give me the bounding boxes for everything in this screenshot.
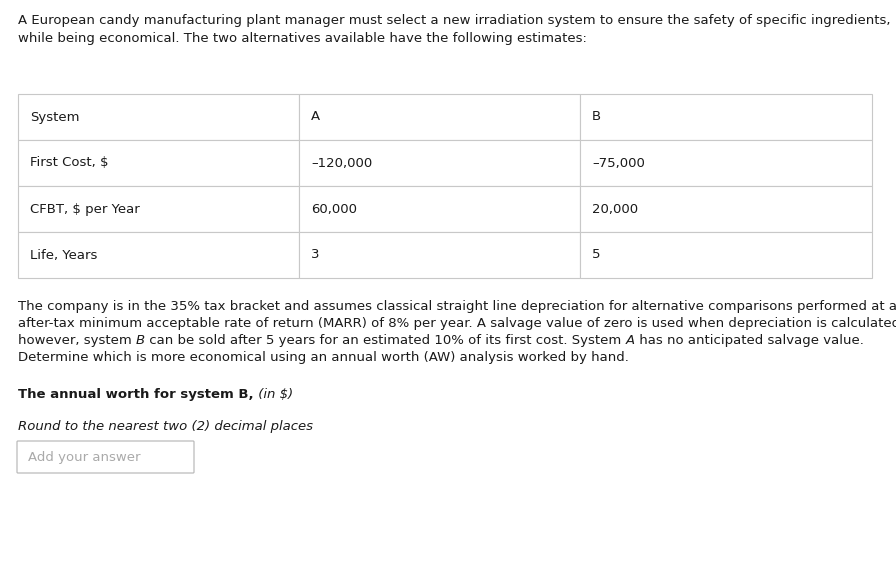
Bar xyxy=(580,186,872,232)
Text: B: B xyxy=(136,334,145,347)
Text: 5: 5 xyxy=(592,248,600,262)
FancyBboxPatch shape xyxy=(17,441,194,473)
Bar xyxy=(18,186,299,232)
Text: CFBT, $ per Year: CFBT, $ per Year xyxy=(30,202,140,216)
Text: –75,000: –75,000 xyxy=(592,157,645,169)
Bar xyxy=(580,140,872,186)
Bar xyxy=(299,94,580,140)
Text: can be sold after 5 years for an estimated 10% of its first cost. System: can be sold after 5 years for an estimat… xyxy=(145,334,625,347)
Text: however, system: however, system xyxy=(18,334,136,347)
Text: B: B xyxy=(592,111,601,124)
Bar xyxy=(299,140,580,186)
Bar xyxy=(18,140,299,186)
Bar xyxy=(299,186,580,232)
Bar xyxy=(18,232,299,278)
Text: 20,000: 20,000 xyxy=(592,202,638,216)
Text: Life, Years: Life, Years xyxy=(30,248,98,262)
Text: (in $): (in $) xyxy=(254,388,293,401)
Text: First Cost, $: First Cost, $ xyxy=(30,157,108,169)
Text: while being economical. The two alternatives available have the following estima: while being economical. The two alternat… xyxy=(18,32,587,45)
Text: has no anticipated salvage value.: has no anticipated salvage value. xyxy=(634,334,864,347)
Text: The annual worth for system B,: The annual worth for system B, xyxy=(18,388,254,401)
Text: –120,000: –120,000 xyxy=(311,157,372,169)
Text: System: System xyxy=(30,111,80,124)
Bar xyxy=(18,94,299,140)
Bar xyxy=(580,94,872,140)
Text: A European candy manufacturing plant manager must select a new irradiation syste: A European candy manufacturing plant man… xyxy=(18,14,891,27)
Text: Add your answer: Add your answer xyxy=(28,451,141,463)
Text: after-tax minimum acceptable rate of return (MARR) of 8% per year. A salvage val: after-tax minimum acceptable rate of ret… xyxy=(18,317,896,330)
Bar xyxy=(580,232,872,278)
Text: 60,000: 60,000 xyxy=(311,202,357,216)
Text: 3: 3 xyxy=(311,248,320,262)
Bar xyxy=(299,232,580,278)
Text: A: A xyxy=(625,334,634,347)
Text: The company is in the 35% tax bracket and assumes classical straight line deprec: The company is in the 35% tax bracket an… xyxy=(18,300,896,313)
Text: A: A xyxy=(311,111,320,124)
Text: Round to the nearest two (2) decimal places: Round to the nearest two (2) decimal pla… xyxy=(18,420,313,433)
Text: Determine which is more economical using an annual worth (AW) analysis worked by: Determine which is more economical using… xyxy=(18,351,629,364)
